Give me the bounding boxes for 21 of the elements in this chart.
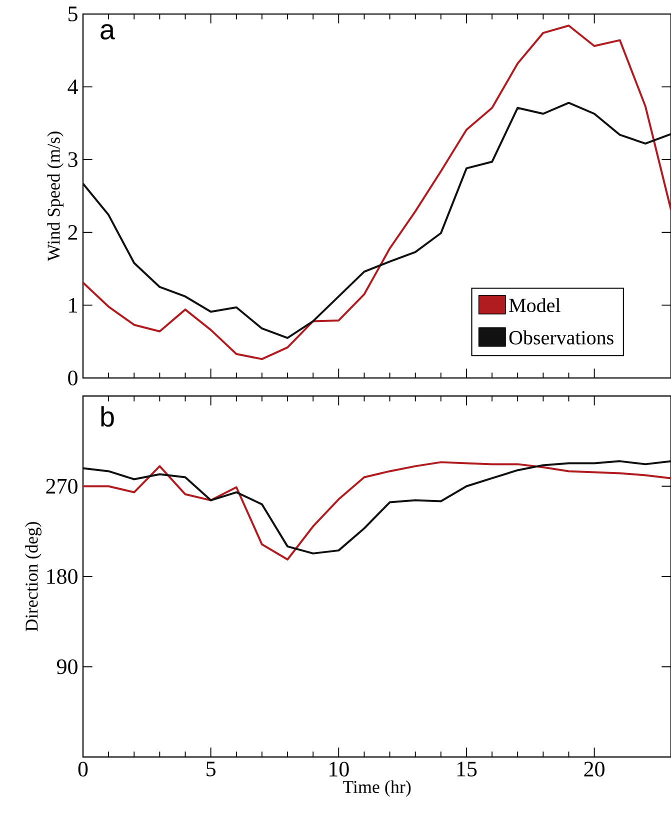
y-tick-label: 1: [69, 298, 77, 312]
legend-label: Model: [509, 298, 560, 312]
legend-label: Observations: [509, 330, 614, 344]
y-tick-label: 5: [68, 6, 78, 22]
annotation: a: [100, 24, 116, 40]
y-axis-title: Direction (deg): [25, 522, 42, 632]
y-axis-title: Wind Speed (m/s): [47, 132, 64, 262]
x-tick-label: 15: [457, 762, 477, 776]
y-tick-label: 270: [46, 478, 78, 494]
x-tick-label: 0: [78, 762, 88, 777]
x-tick-label: 20: [584, 762, 604, 777]
y-tick-label: 180: [47, 569, 78, 584]
x-tick-label: 10: [330, 762, 349, 777]
y-tick-label: 0: [68, 370, 78, 386]
annotation: b: [101, 406, 114, 427]
x-tick-label: 5: [206, 762, 216, 776]
y-tick-label: 90: [57, 659, 78, 674]
y-tick-label: 3: [68, 152, 78, 167]
y-tick-label: 2: [68, 225, 78, 240]
x-axis-title: Time (hr): [342, 780, 411, 797]
y-tick-label: 4: [68, 80, 78, 94]
